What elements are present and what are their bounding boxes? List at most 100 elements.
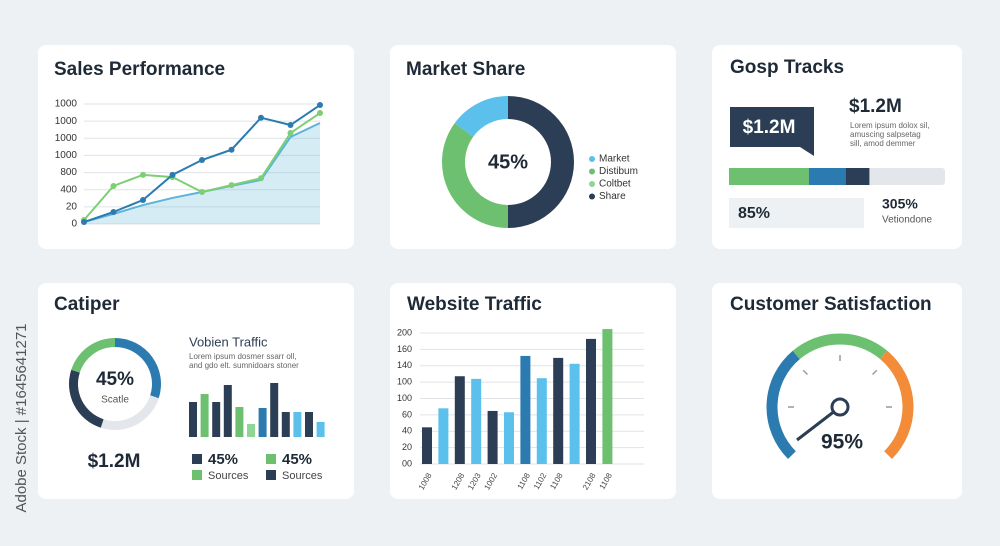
- stat-caption: Vetiondone: [882, 215, 932, 226]
- gauge-label: 95%: [821, 431, 863, 454]
- ring-label: 45%: [96, 369, 134, 390]
- legend-dot: [589, 168, 595, 175]
- badge-tail: [800, 147, 814, 156]
- ring-segment: [115, 338, 161, 399]
- bar: [223, 385, 232, 437]
- point: [228, 182, 235, 189]
- panel: [38, 283, 354, 499]
- ring-segment: [69, 369, 104, 428]
- y-tick-label: 00: [402, 458, 412, 468]
- gauge-arc: [766, 350, 800, 459]
- y-tick-label: 160: [397, 344, 412, 354]
- watermark: Adobe Stock | #1645641271: [13, 323, 30, 512]
- badge-value: $1.2M: [743, 117, 796, 138]
- panel-title: Customer Satisfaction: [730, 294, 932, 315]
- kpi-value: $1.2M: [849, 96, 902, 117]
- point: [258, 175, 264, 182]
- panel-title: Catiper: [54, 294, 120, 315]
- gauge-tick: [802, 369, 809, 376]
- legend-label: Sources: [208, 470, 249, 482]
- bar: [281, 412, 290, 437]
- bar: [586, 338, 596, 464]
- bar: [520, 355, 531, 464]
- point: [228, 146, 235, 153]
- gauge-arc: [880, 350, 914, 459]
- y-tick-label: 20: [402, 442, 412, 452]
- legend-swatch: [266, 470, 276, 480]
- bar: [270, 383, 279, 437]
- y-tick-label: 100: [397, 377, 412, 387]
- bar: [200, 394, 209, 437]
- body-text: amuscing salpsetag: [850, 130, 921, 139]
- bar: [553, 357, 564, 464]
- y-tick-label: 1000: [55, 116, 78, 127]
- bar: [602, 329, 613, 464]
- needle-hub: [830, 397, 850, 417]
- bar: [422, 427, 432, 464]
- center-label: 45%: [488, 151, 528, 173]
- stat-left: 85%: [738, 205, 770, 222]
- y-tick-label: 0: [71, 219, 77, 230]
- point: [258, 114, 264, 121]
- bar: [189, 402, 197, 437]
- panel-title: Gosp Tracks: [730, 57, 844, 78]
- donut-segment: [508, 96, 574, 228]
- stat-right: 305%: [882, 196, 918, 212]
- legend-swatch: [192, 454, 202, 464]
- ring-caption: Scatle: [101, 395, 129, 406]
- bar: [536, 378, 547, 464]
- body-text: and gdo elt. sumnidoars stoner: [189, 361, 299, 370]
- y-tick-label: 400: [60, 184, 77, 195]
- point: [199, 157, 205, 163]
- point: [140, 171, 146, 178]
- ring-segment: [71, 338, 115, 373]
- y-tick-label: 60: [402, 409, 412, 419]
- point: [169, 171, 176, 178]
- point: [81, 219, 87, 226]
- panel: [712, 283, 962, 499]
- area: [84, 122, 320, 224]
- panel-title: Website Traffic: [407, 294, 542, 315]
- ring-segment: [100, 395, 159, 430]
- point: [287, 122, 294, 129]
- panel-title: Market Share: [406, 59, 525, 80]
- bar: [487, 410, 498, 464]
- y-tick-label: 800: [60, 167, 77, 178]
- amount: $1.2M: [88, 451, 141, 472]
- progress-segment: [729, 168, 809, 185]
- legend-label: Sources: [282, 470, 323, 482]
- panel-title: Sales Performance: [54, 59, 225, 80]
- bar: [293, 412, 302, 437]
- body-text: Lorem ipsum dosmer ssarr oll,: [189, 352, 297, 361]
- legend-swatch: [192, 470, 202, 480]
- bar: [212, 402, 221, 437]
- gauge-arc: [792, 333, 888, 360]
- legend-label: Share: [599, 191, 626, 202]
- y-tick-label: 1000: [55, 133, 78, 144]
- point: [110, 182, 117, 189]
- body-text: Lorem ipsum dolox sil,: [850, 121, 930, 130]
- y-tick-label: 20: [66, 201, 78, 212]
- gauge-tick: [871, 369, 878, 376]
- bar: [471, 378, 482, 464]
- y-tick-label: 140: [397, 360, 412, 370]
- bar: [305, 412, 313, 437]
- y-tick-label: 200: [397, 327, 412, 337]
- legend-label: Market: [599, 154, 630, 165]
- y-tick-label: 1000: [55, 99, 78, 110]
- progress-segment: [808, 168, 846, 185]
- bar: [316, 422, 325, 437]
- point: [317, 110, 323, 117]
- badge: [730, 107, 814, 147]
- bar: [569, 363, 580, 464]
- point: [199, 189, 205, 195]
- bar: [438, 408, 449, 464]
- legend-label: 45%: [282, 451, 312, 468]
- stat-box: [729, 198, 864, 228]
- point: [317, 102, 323, 109]
- body-text: sill, amod demmer: [850, 139, 916, 148]
- legend-dot: [589, 193, 595, 200]
- point: [287, 130, 294, 137]
- progress-segment: [845, 168, 870, 185]
